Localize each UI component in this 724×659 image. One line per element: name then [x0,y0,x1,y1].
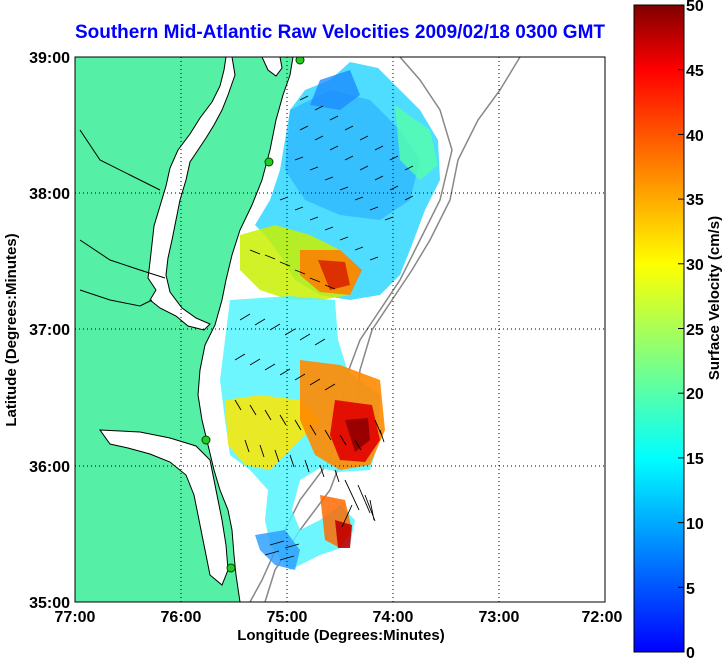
y-tick-label: 35:00 [29,595,70,612]
x-tick-label: 76:00 [161,609,202,626]
radar-site-marker[interactable] [226,563,236,573]
x-tick-label: 72:00 [582,609,623,626]
radar-site-marker[interactable] [201,435,211,445]
x-tick-label: 75:00 [267,609,308,626]
y-axis-label: Latitude (Degrees:Minutes) [3,233,20,426]
radar-sites [201,56,305,573]
velocity-vectors [234,95,414,561]
x-tick-label: 77:00 [55,609,96,626]
delaware-bay [261,57,283,77]
colorbar-tick-label: 5 [686,581,695,598]
colorbar-tick-label: 35 [686,192,704,209]
y-tick-label: 39:00 [29,50,70,67]
x-tick-label: 73:00 [479,609,520,626]
bathymetry-contour-outer [264,57,521,602]
colorbar-tick-label: 50 [686,0,704,15]
x-tick-label: 74:00 [373,609,414,626]
plot-frame [74,56,606,603]
radar-site-marker[interactable] [264,157,274,167]
colorbar-tick-label: 10 [686,516,704,533]
colorbar-gradient [633,4,685,653]
chesapeake-bay [147,57,236,331]
y-tick-label: 37:00 [29,322,70,339]
colorbar-tick-label: 0 [686,645,695,659]
potomac-river [79,129,161,191]
colorbar-label: Surface Velocity (cm/s) [706,216,723,380]
y-tick-label: 36:00 [29,459,70,476]
x-axis-label: Longitude (Degrees:Minutes) [237,627,445,644]
pamlico-sound [98,429,229,586]
x-axis: 77:00 76:00 75:00 74:00 73:00 72:00 Long… [55,609,623,644]
colorbar-tick-label: 15 [686,451,704,468]
colorbar-tick-label: 45 [686,63,704,80]
map-title: Southern Mid-Atlantic Raw Velocities 200… [74,22,606,43]
y-tick-label: 38:00 [29,186,70,203]
grid-lines [75,57,605,602]
james-river [79,289,153,307]
rappahannock-river [79,239,166,279]
velocity-field [220,62,440,570]
radar-site-marker[interactable] [295,56,305,65]
map-area [75,56,605,602]
colorbar-tick-label: 20 [686,386,704,403]
colorbar-tick-label: 40 [686,128,704,145]
colorbar: 50 45 40 35 30 25 20 15 10 5 0 Surface V… [633,0,723,659]
colorbar-tick-label: 25 [686,322,704,339]
y-axis: 39:00 38:00 37:00 36:00 35:00 Latitude (… [3,50,70,612]
colorbar-tick-label: 30 [686,257,704,274]
